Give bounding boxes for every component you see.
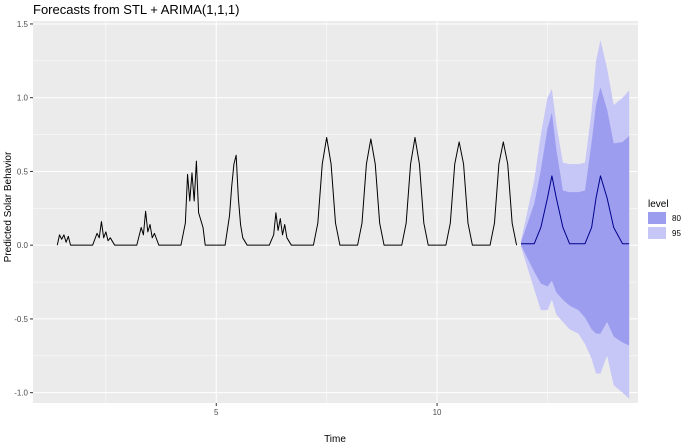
chart-title: Forecasts from STL + ARIMA(1,1,1) [33,2,240,17]
y-tick-label: 1.0 [17,94,29,103]
observed-line [56,137,518,246]
legend-label-95: 95 [672,229,681,238]
y-tick-label: 1.5 [17,20,29,29]
legend: level 80 95 [648,199,681,239]
legend-title: level [648,199,669,210]
interval-band-80 [520,87,630,346]
series-lines [56,137,630,246]
x-axis-label: Time [324,434,346,445]
x-axis-ticks: 5 10 [214,403,442,417]
legend-swatch-80 [648,212,666,224]
y-tick-label: -0.5 [14,315,28,324]
y-axis-label: Predicted Solar Behavior [3,151,14,262]
y-tick-label: 0.5 [17,167,29,176]
forecast-line [520,175,630,245]
y-tick-label: -1.0 [14,389,28,398]
y-axis-ticks: -1.0 -0.5 0.0 0.5 1.0 1.5 [14,20,33,398]
y-tick-label: 0.0 [17,241,29,250]
legend-label-80: 80 [672,214,681,223]
x-tick-label: 5 [214,408,219,417]
prediction-interval-bands [520,40,630,399]
legend-swatch-95 [648,227,666,239]
x-tick-label: 10 [433,408,442,417]
